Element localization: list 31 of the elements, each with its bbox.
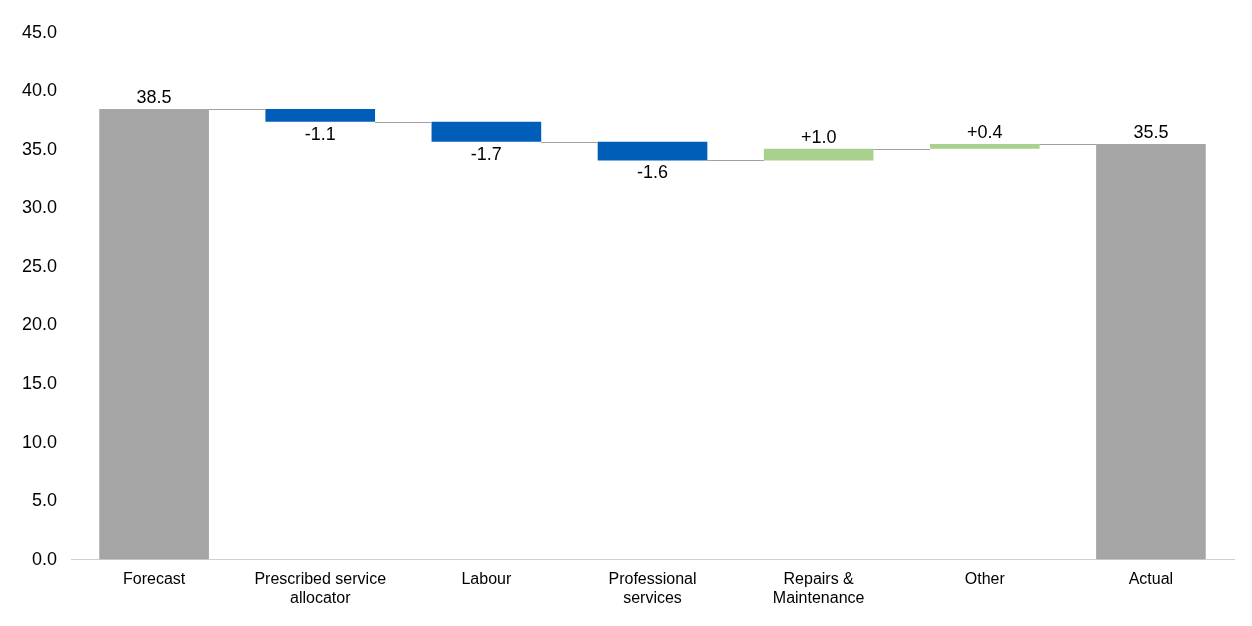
data-label: +1.0 <box>800 126 837 147</box>
y-tick-label: 20.0 <box>21 314 58 335</box>
y-tick-label: 40.0 <box>21 80 58 101</box>
bar <box>929 144 1040 149</box>
x-tick-label: Prescribed service allocator <box>254 569 387 606</box>
y-tick-label: 15.0 <box>21 372 58 393</box>
y-tick-label: 25.0 <box>21 255 58 276</box>
data-label: 35.5 <box>1133 121 1169 142</box>
data-label: -1.6 <box>637 162 669 183</box>
bar <box>431 121 542 142</box>
y-tick-label: 5.0 <box>32 490 58 511</box>
bar <box>597 141 708 161</box>
y-tick-label: 10.0 <box>21 431 58 452</box>
y-tick-label: 30.0 <box>21 197 58 218</box>
data-label: -1.7 <box>470 143 502 164</box>
x-tick-label: Professional services <box>608 569 697 606</box>
bar <box>763 148 874 161</box>
bar <box>99 108 209 560</box>
bar <box>265 108 376 122</box>
data-label: 38.5 <box>136 86 172 107</box>
x-tick-label: Repairs & Maintenance <box>772 569 865 606</box>
x-tick-label: Other <box>964 569 1006 587</box>
y-tick-label: 45.0 <box>21 21 58 42</box>
data-label: +0.4 <box>967 121 1003 142</box>
bar <box>1096 144 1206 560</box>
y-tick-label: 35.0 <box>21 138 58 159</box>
x-tick-label: Forecast <box>122 569 186 587</box>
x-tick-label: Labour <box>461 569 512 587</box>
x-tick-label: Actual <box>1128 569 1174 587</box>
data-label: -1.1 <box>304 123 336 144</box>
y-tick-label: 0.0 <box>32 548 58 569</box>
